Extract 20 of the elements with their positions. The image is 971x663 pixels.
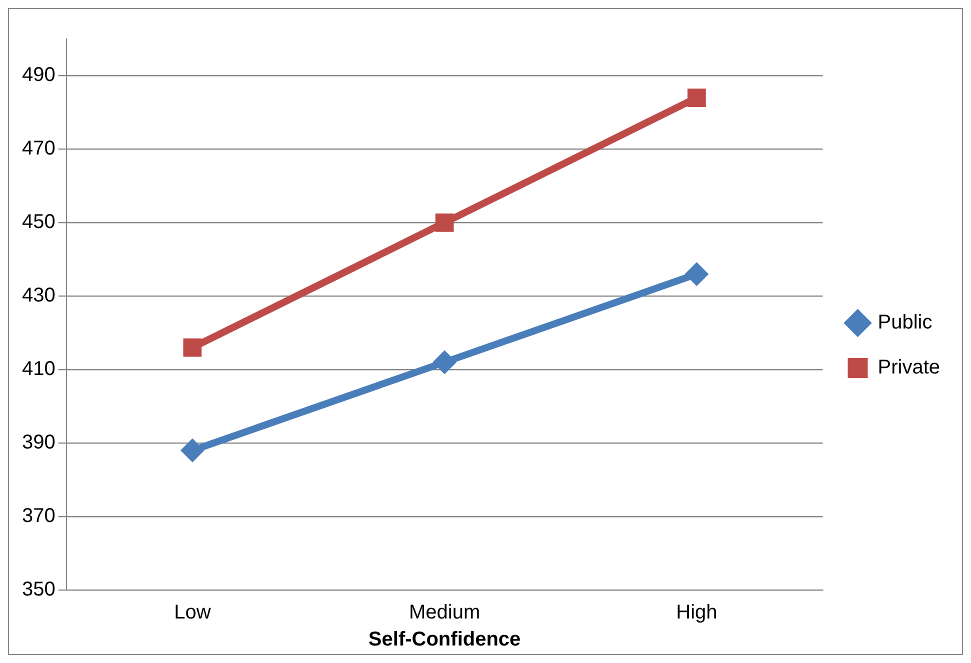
x-tick-label: High xyxy=(676,602,718,624)
y-tick-label: 430 xyxy=(22,284,56,307)
y-tick-label: 490 xyxy=(22,64,56,86)
x-tick-label: Low xyxy=(174,602,212,624)
point xyxy=(432,350,457,374)
legend-label: Public xyxy=(878,312,932,334)
point xyxy=(435,213,454,232)
y-tick-label: 470 xyxy=(22,138,56,160)
y-tick-label: 390 xyxy=(22,432,56,454)
y-tick-label: 410 xyxy=(22,358,56,380)
point xyxy=(180,438,204,462)
point xyxy=(688,88,706,107)
legend-label: Private xyxy=(878,356,940,379)
y-tick-label: 370 xyxy=(22,505,56,528)
y-tick-label: 450 xyxy=(22,211,56,234)
y-tick-label: 350 xyxy=(22,578,56,601)
point xyxy=(684,262,709,286)
x-tick-label: Medium xyxy=(408,602,480,624)
point xyxy=(183,338,202,357)
x-axis-title: Self-Confidence xyxy=(368,628,521,651)
